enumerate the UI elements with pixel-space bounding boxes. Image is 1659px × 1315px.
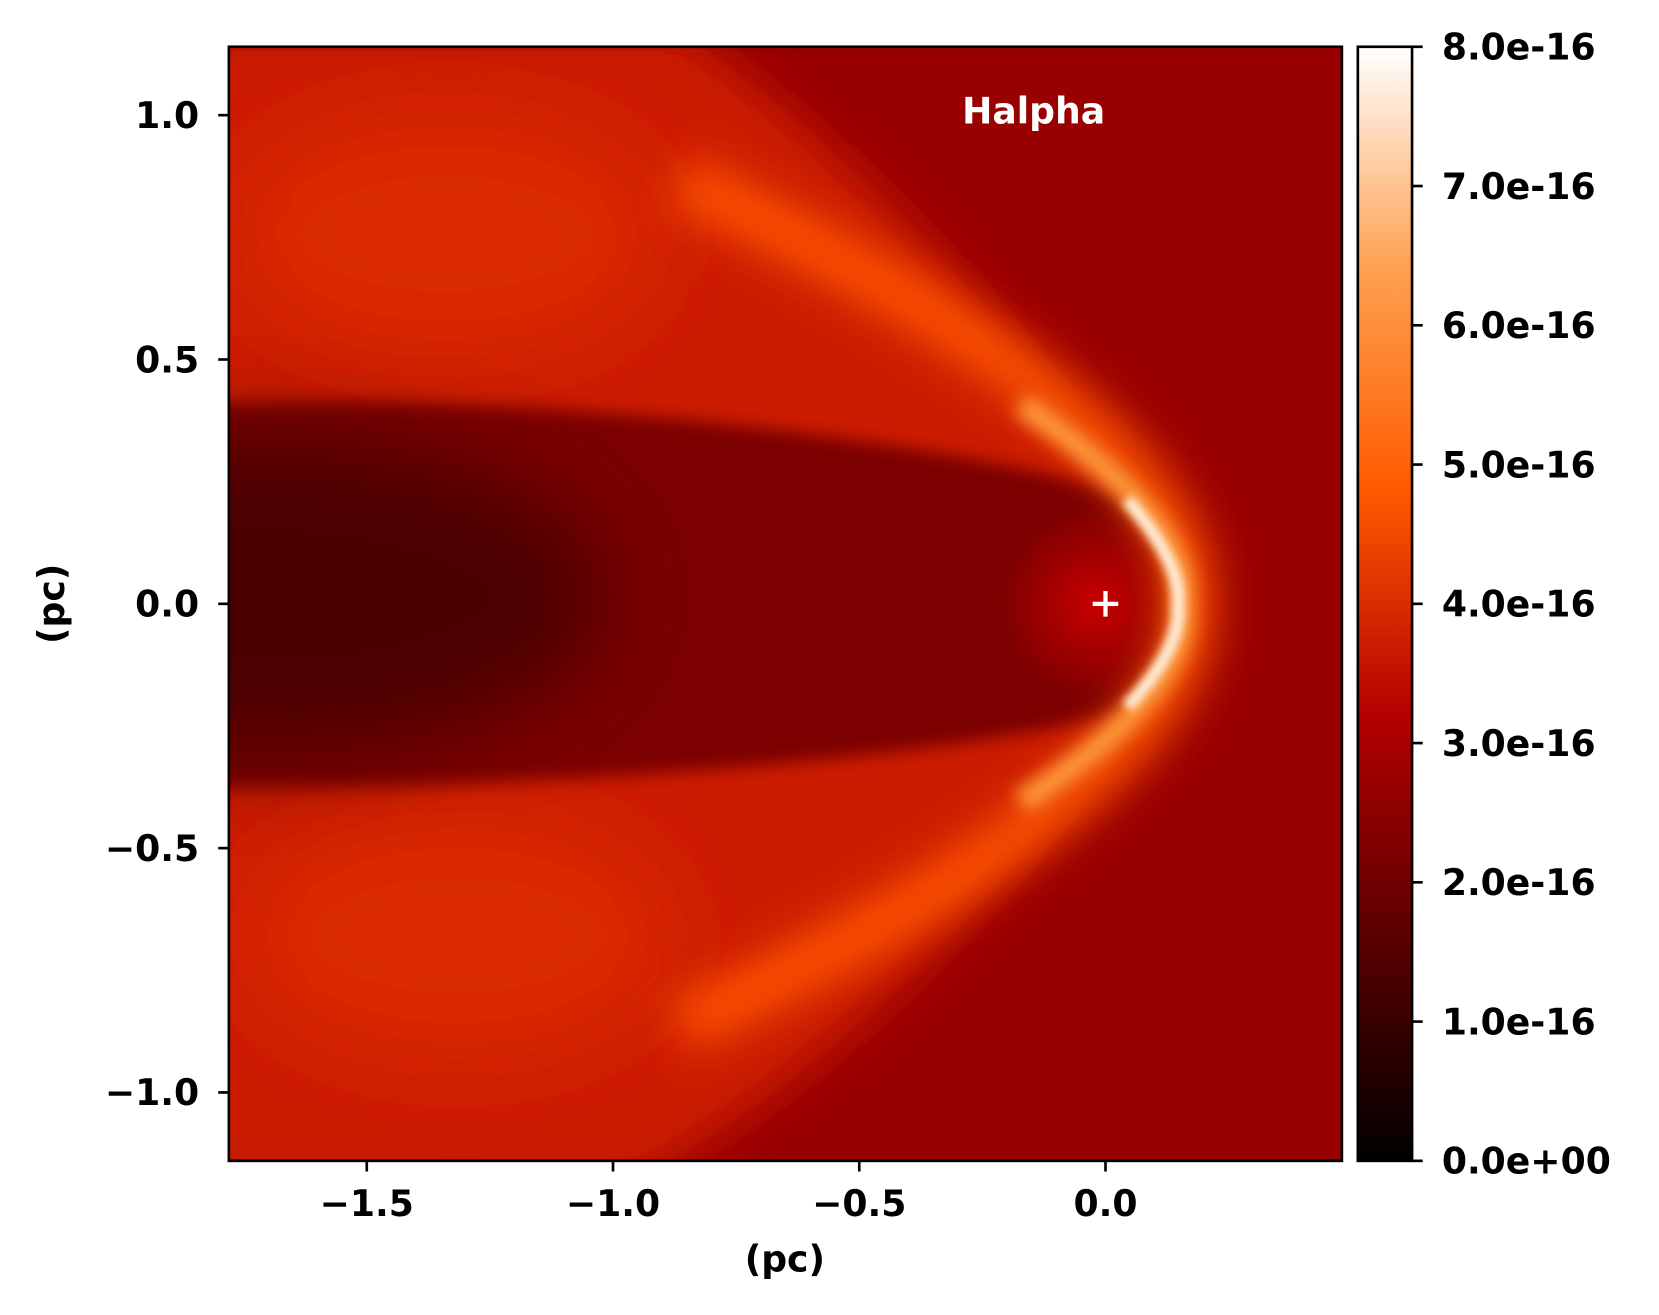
x-axis-label: (pc): [745, 1237, 825, 1280]
colorbar-tick-label: 6.0e-16: [1442, 304, 1596, 347]
colorbar-tick-label: 8.0e-16: [1442, 26, 1596, 69]
x-tick-label: −1.5: [320, 1182, 414, 1225]
colorbar: [1356, 45, 1414, 1163]
y-axis-label: (pc): [30, 564, 73, 644]
colorbar-tick-label: 0.0e+00: [1442, 1140, 1611, 1183]
heatmap-lobe-bright: [234, 116, 660, 351]
x-tick-label: −0.5: [812, 1182, 906, 1225]
y-tick-label: 0.0: [135, 583, 199, 626]
heatmap-shock-peak: [1122, 495, 1185, 712]
colorbar-tick-label: 5.0e-16: [1442, 443, 1596, 486]
colorbar-tick-label: 2.0e-16: [1442, 861, 1596, 904]
x-tick-label: −1.0: [566, 1182, 660, 1225]
colorbar-tick-label: 1.0e-16: [1442, 1000, 1596, 1043]
heatmap-tail-dark: [228, 435, 607, 755]
y-tick-label: 1.0: [135, 94, 199, 137]
y-tick-label: −1.0: [105, 1071, 199, 1114]
colorbar-tick-label: 7.0e-16: [1442, 165, 1596, 208]
y-tick-label: −0.5: [105, 827, 199, 870]
y-tick-label: 0.5: [135, 338, 199, 381]
x-tick-label: 0.0: [1073, 1182, 1137, 1225]
heatmap-lobe-bright: [244, 818, 671, 1053]
marker: [1092, 591, 1119, 617]
heatmap-image: [228, 46, 1342, 1161]
colorbar-tick-label: 4.0e-16: [1442, 583, 1596, 626]
colorbar-tick-label: 3.0e-16: [1442, 722, 1596, 765]
annotation: Halpha: [962, 89, 1105, 132]
